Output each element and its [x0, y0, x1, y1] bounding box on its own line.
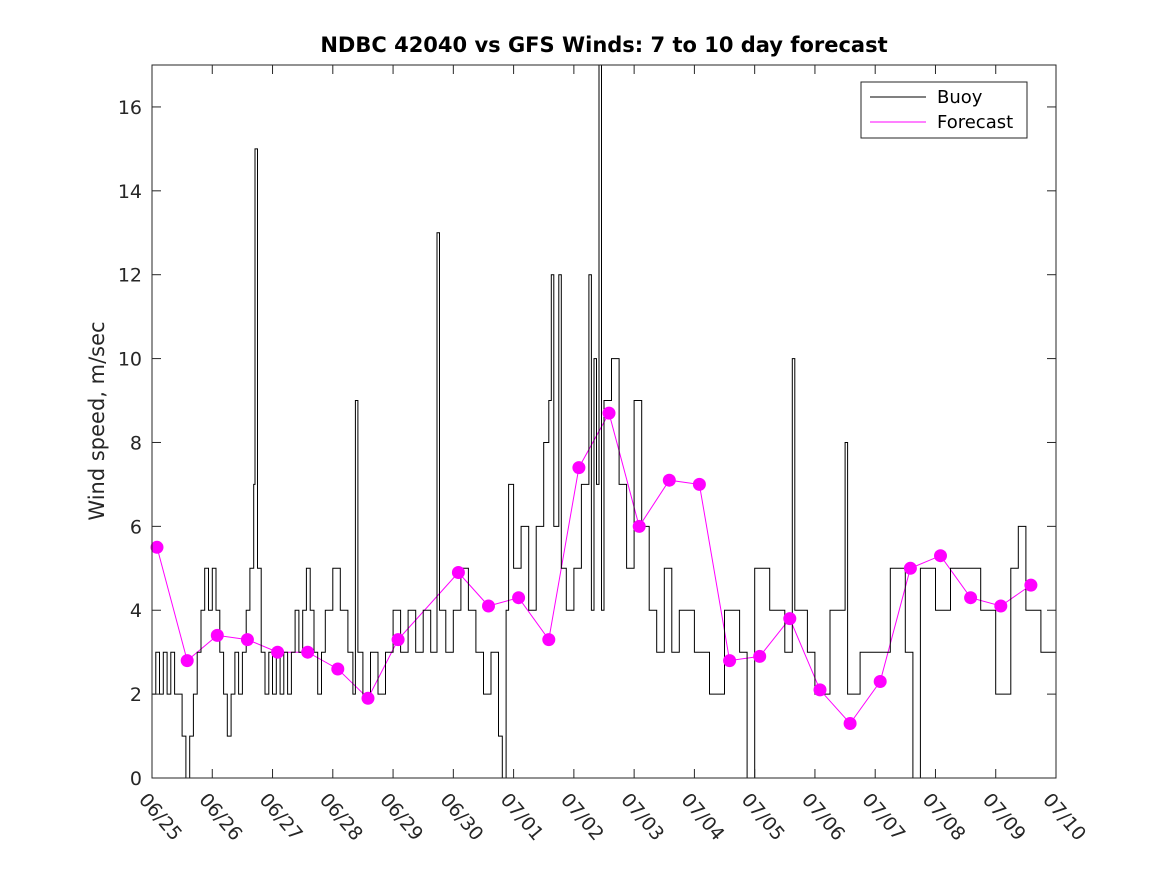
legend-forecast-label: Forecast — [937, 112, 1013, 133]
forecast-marker — [994, 599, 1008, 613]
forecast-marker — [391, 633, 405, 647]
forecast-marker — [1024, 578, 1038, 592]
forecast-marker — [632, 519, 646, 533]
forecast-markers — [150, 406, 1038, 730]
forecast-marker — [210, 628, 224, 642]
forecast-marker — [602, 406, 616, 420]
legend: Buoy Forecast — [860, 81, 1028, 139]
buoy-series-line — [152, 64, 1057, 779]
y-tick-label: 0 — [130, 768, 142, 790]
forecast-marker — [813, 683, 827, 697]
forecast-marker — [934, 549, 947, 563]
forecast-marker — [723, 654, 737, 668]
forecast-marker — [873, 675, 887, 688]
y-tick-label: 12 — [118, 265, 142, 287]
forecast-marker — [331, 662, 345, 676]
forecast-marker — [964, 591, 978, 605]
legend-box — [860, 81, 1028, 139]
plot-frame — [151, 64, 1057, 779]
forecast-marker — [512, 591, 526, 605]
forecast-marker — [572, 461, 586, 475]
chart-title: NDBC 42040 vs GFS Winds: 7 to 10 day for… — [320, 33, 887, 57]
y-tick-label: 8 — [130, 432, 142, 454]
forecast-marker — [542, 633, 556, 647]
forecast-marker — [482, 599, 495, 613]
y-tick-label: 10 — [118, 349, 142, 371]
forecast-marker — [240, 633, 254, 647]
forecast-marker — [451, 566, 465, 579]
legend-buoy-label: Buoy — [937, 87, 983, 108]
y-axis-label: Wind speed, m/sec — [85, 321, 109, 520]
forecast-marker — [301, 645, 315, 659]
forecast-marker — [271, 645, 285, 659]
y-tick-label: 16 — [118, 97, 142, 119]
y-tick-label: 14 — [118, 181, 142, 203]
buoy-line-group — [152, 64, 1057, 779]
forecast-marker — [150, 540, 164, 554]
forecast-marker — [783, 612, 797, 626]
y-tick-label: 6 — [130, 516, 142, 538]
forecast-marker — [180, 654, 194, 668]
forecast-marker — [753, 649, 767, 663]
y-tick-label: 2 — [130, 684, 142, 706]
forecast-marker — [843, 717, 857, 730]
forecast-marker — [662, 473, 676, 487]
forecast-marker — [692, 477, 706, 491]
forecast-marker — [903, 561, 917, 575]
y-tick-label: 4 — [130, 600, 142, 622]
forecast-marker — [361, 691, 375, 705]
y-axis: 0 2 4 6 8 10 12 14 16 — [118, 97, 1056, 790]
